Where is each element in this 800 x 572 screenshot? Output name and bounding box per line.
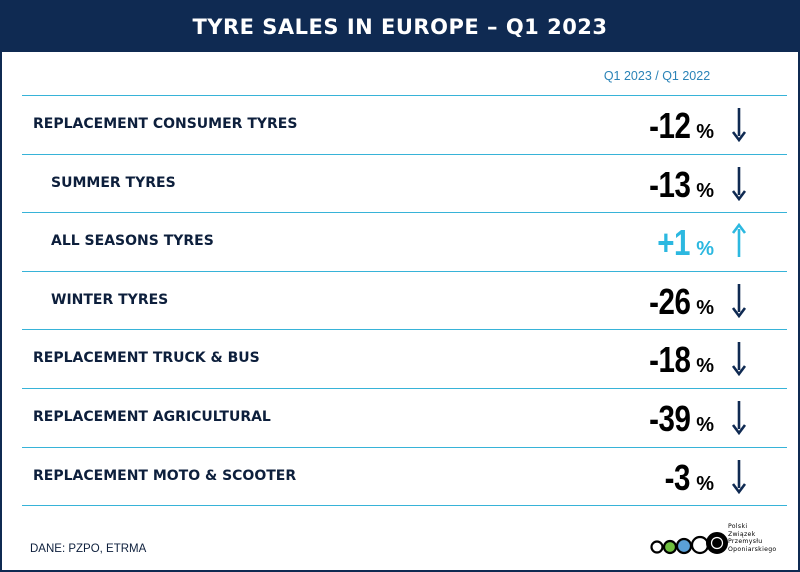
arrow-down-icon — [731, 166, 747, 201]
value-unit: % — [696, 296, 714, 319]
value-number: -3 — [664, 456, 691, 498]
row-value: -39% — [640, 388, 714, 446]
row-divider — [22, 153, 787, 155]
row-value: -26% — [640, 271, 714, 329]
value-unit: % — [696, 179, 714, 202]
value-number: -18 — [648, 339, 691, 381]
source-note: DANE: PZPO, ETRMA — [30, 543, 147, 555]
logo-line: Polski — [728, 523, 748, 530]
row-divider — [22, 95, 787, 96]
value-number: -26 — [648, 280, 691, 322]
row-divider — [22, 505, 787, 507]
row-label: REPLACEMENT MOTO & SCOOTER — [33, 467, 297, 484]
value-number: -13 — [648, 163, 691, 205]
value-unit: % — [696, 414, 714, 436]
value-unit: % — [696, 121, 714, 143]
title-bar: TYRE SALES IN EUROPE – Q1 2023 — [2, 2, 798, 52]
row-divider — [22, 388, 787, 389]
row-label: SUMMER TYRES — [51, 174, 176, 191]
row-divider — [22, 270, 787, 272]
row-value: -3% — [659, 447, 714, 505]
row-label: REPLACEMENT CONSUMER TYRES — [33, 116, 298, 132]
logo-circles-icon — [650, 532, 728, 555]
arrow-down-icon — [731, 342, 747, 377]
logo-line: Związek — [728, 530, 756, 538]
arrow-down-icon — [731, 108, 747, 142]
page-title: TYRE SALES IN EUROPE – Q1 2023 — [192, 15, 608, 39]
pzpo-logo: Polski Związek Przemysłu Oponiarskiego — [650, 523, 790, 563]
logo-line: Przemysłu — [728, 538, 763, 545]
table-row: WINTER TYRES -26% — [22, 271, 787, 329]
value-number: +1 — [657, 222, 691, 264]
arrow-down-icon — [731, 459, 747, 494]
arrow-down-icon — [731, 283, 747, 318]
table-row: REPLACEMENT CONSUMER TYRES -12% — [22, 95, 787, 153]
row-label: REPLACEMENT AGRICULTURAL — [33, 409, 271, 425]
logo-line: Oponiarskiego — [728, 545, 777, 553]
logo-text: Polski Związek Przemysłu Oponiarskiego — [728, 523, 777, 553]
value-number: -39 — [648, 398, 691, 439]
row-value: +1% — [650, 212, 714, 270]
row-value: -18% — [640, 329, 714, 387]
row-divider — [22, 446, 787, 448]
value-unit: % — [696, 355, 714, 378]
table-row: ALL SEASONS TYRES +1% — [22, 212, 787, 270]
column-header: Q1 2023 / Q1 2022 — [603, 69, 711, 83]
row-label: REPLACEMENT TRUCK & BUS — [33, 350, 260, 367]
row-value: -12% — [640, 95, 714, 153]
value-unit: % — [696, 238, 714, 261]
table-row: REPLACEMENT AGRICULTURAL -39% — [22, 388, 787, 446]
value-unit: % — [696, 472, 714, 495]
row-value: -13% — [640, 154, 714, 212]
table-row: REPLACEMENT MOTO & SCOOTER -3% — [22, 447, 787, 505]
table-row: SUMMER TYRES -13% — [22, 154, 787, 212]
row-label: ALL SEASONS TYRES — [51, 233, 214, 250]
row-divider — [22, 212, 787, 214]
arrow-down-icon — [731, 401, 747, 435]
row-divider — [22, 329, 787, 331]
table-row: REPLACEMENT TRUCK & BUS -18% — [22, 329, 787, 387]
row-label: WINTER TYRES — [51, 291, 169, 308]
arrow-up-icon — [731, 223, 747, 258]
value-number: -12 — [648, 105, 691, 146]
